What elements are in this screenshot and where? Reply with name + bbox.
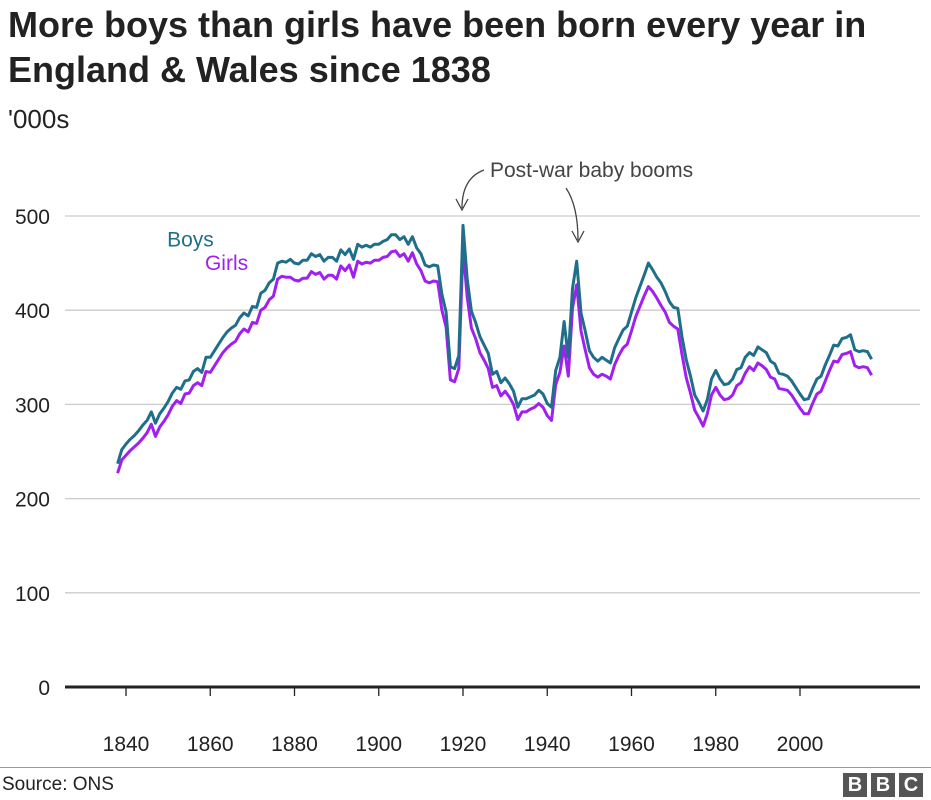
series-line-boys (116, 223, 873, 465)
annotation-arrow (461, 169, 485, 209)
y-tick-label: 400 (15, 300, 50, 323)
x-axis-ticks: 1840 1860 1880 1900 1920 1940 1960 1980 2000 (103, 687, 824, 756)
x-tick-label: 1960 (608, 733, 655, 756)
y-tick-label: 300 (15, 394, 50, 417)
series-label-girls: Girls (205, 252, 248, 275)
annotation-arrow (565, 187, 579, 241)
annotation: Post-war baby booms (455, 159, 693, 244)
annotation-text: Post-war baby booms (490, 159, 693, 182)
x-tick-label: 1880 (271, 733, 318, 756)
annotation-arrowhead (455, 198, 469, 212)
chart-subtitle: '000s (8, 104, 70, 134)
x-tick-label: 1940 (524, 733, 571, 756)
logo-letter: C (899, 773, 923, 797)
y-tick-label: 200 (15, 489, 50, 512)
series-lines (116, 223, 873, 474)
y-axis-ticks: 0 100 200 300 400 500 (15, 206, 50, 700)
y-tick-label: 500 (15, 206, 50, 229)
chart-title: More boys than girls have been born ever… (8, 4, 867, 90)
annotation-arrowhead (571, 230, 585, 244)
x-tick-label: 1860 (187, 733, 234, 756)
logo-letter: B (871, 773, 895, 797)
bbc-logo: B B C (843, 773, 923, 797)
x-tick-label: 1840 (103, 733, 150, 756)
series-line-girls (116, 246, 873, 474)
x-tick-label: 1900 (355, 733, 402, 756)
y-tick-label: 100 (15, 583, 50, 606)
y-tick-label: 0 (38, 677, 50, 700)
x-tick-label: 2000 (777, 733, 824, 756)
source-note: Source: ONS (2, 774, 114, 795)
logo-letter: B (843, 773, 867, 797)
footer-divider (0, 767, 931, 768)
x-tick-label: 1920 (440, 733, 487, 756)
line-chart: 0 100 200 300 400 500 1840 1860 1880 1900 1920 194… (15, 159, 920, 756)
gridlines (65, 215, 920, 689)
series-label-boys: Boys (167, 229, 214, 252)
x-tick-label: 1980 (692, 733, 739, 756)
